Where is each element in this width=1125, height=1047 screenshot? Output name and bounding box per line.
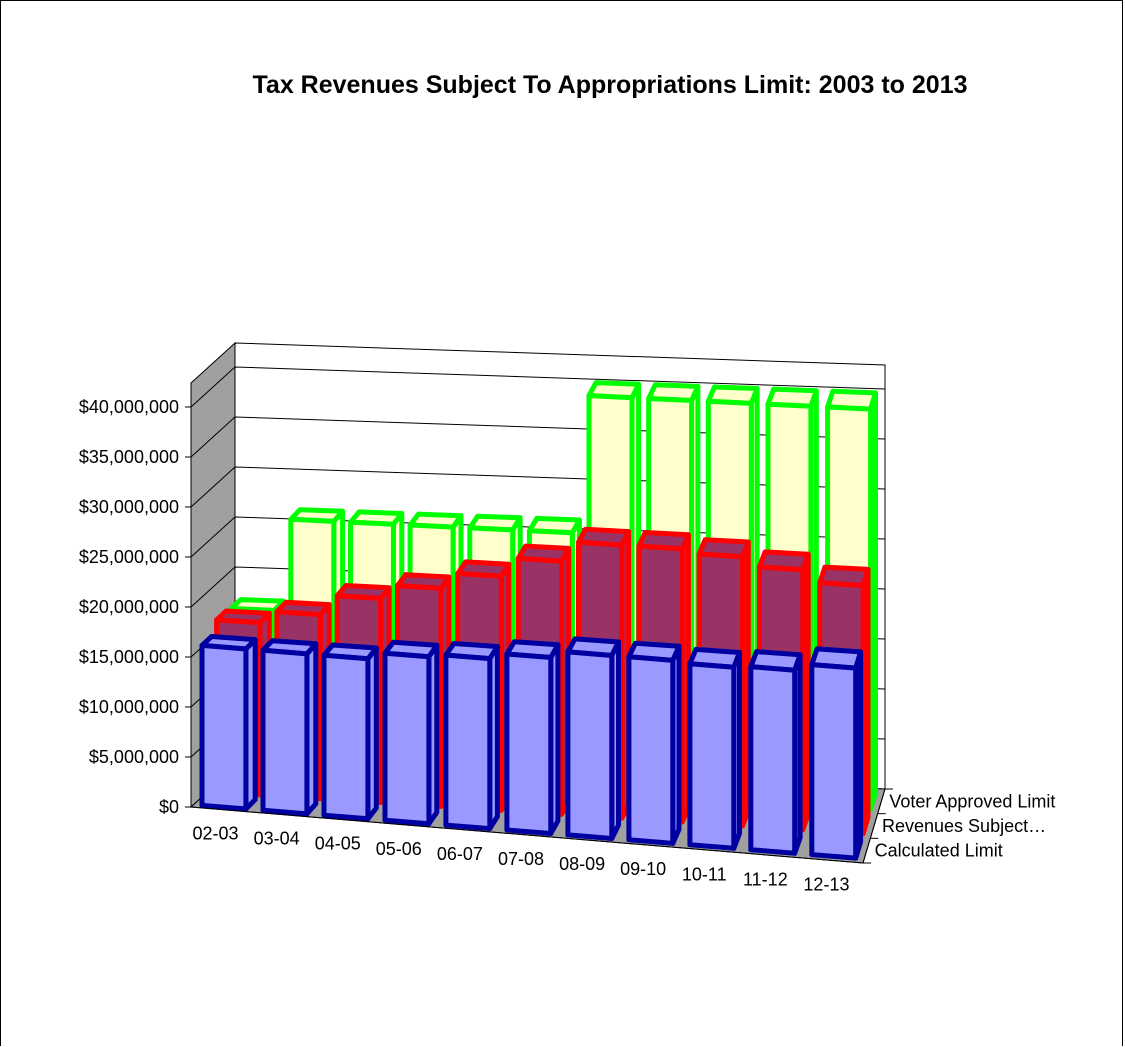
x-tick-label: 02-03 <box>193 824 239 844</box>
bar <box>321 642 379 822</box>
bar <box>260 638 319 817</box>
series-label: Voter Approved Limit <box>889 791 1055 811</box>
series-axis: Calculated Limit Revenues Subject… Voter A… <box>862 788 1055 864</box>
y-tick-label: $20,000,000 <box>79 597 179 617</box>
bar-front <box>687 661 737 851</box>
x-tick-label: 05-06 <box>376 839 422 859</box>
y-tick-label: $25,000,000 <box>79 547 179 567</box>
y-tick-label: $15,000,000 <box>79 647 179 667</box>
y-tick-label: $35,000,000 <box>79 447 179 467</box>
bar <box>443 641 500 832</box>
x-axis: 02-03 03-04 04-05 05-06 06-07 07-08 08-09 09-10… <box>190 806 864 894</box>
series-axis-line <box>862 788 886 864</box>
bar <box>748 649 803 856</box>
gridline <box>190 366 886 408</box>
bar-front <box>199 642 249 812</box>
y-tick-label: $10,000,000 <box>79 697 179 717</box>
chart-title: Tax Revenues Subject To Appropriations L… <box>253 71 968 99</box>
x-tick-label: 03-04 <box>254 829 300 849</box>
bar <box>626 640 682 846</box>
series-0 <box>199 634 864 861</box>
bar <box>687 646 742 851</box>
bar-front <box>809 662 859 861</box>
bar <box>199 634 258 812</box>
bar <box>504 639 561 836</box>
x-tick-label: 04-05 <box>315 834 361 854</box>
y-tick-label: $40,000,000 <box>79 397 179 417</box>
x-tick-label: 12-13 <box>803 874 849 894</box>
x-tick-label: 07-08 <box>498 849 544 869</box>
bar <box>382 639 440 827</box>
y-tick-label: $0 <box>159 797 179 817</box>
bar-front <box>443 652 493 832</box>
y-axis: $0 $5,000,000 $10,000,000 $15,000,000 $20,00… <box>79 383 192 817</box>
x-tick-label: 11-12 <box>743 869 788 889</box>
bar-front <box>748 664 798 856</box>
x-axis-line <box>190 806 864 864</box>
bar-front <box>382 650 432 827</box>
y-tick-label: $5,000,000 <box>89 747 179 767</box>
x-tick-label: 10-11 <box>682 864 727 884</box>
bar-front <box>565 649 615 841</box>
x-tick-label: 08-09 <box>559 854 605 874</box>
bar-front <box>260 647 310 817</box>
x-tick-label: 09-10 <box>620 859 666 879</box>
bar-front <box>321 652 371 822</box>
series-label: Revenues Subject… <box>882 816 1046 836</box>
x-tick-label: 06-07 <box>437 844 483 864</box>
bar-front <box>626 654 676 846</box>
bar <box>565 636 621 841</box>
bars <box>199 380 878 861</box>
series-label: Calculated Limit <box>875 841 1003 861</box>
bar-front <box>504 651 554 836</box>
bar <box>809 646 864 861</box>
y-tick-label: $30,000,000 <box>79 497 179 517</box>
